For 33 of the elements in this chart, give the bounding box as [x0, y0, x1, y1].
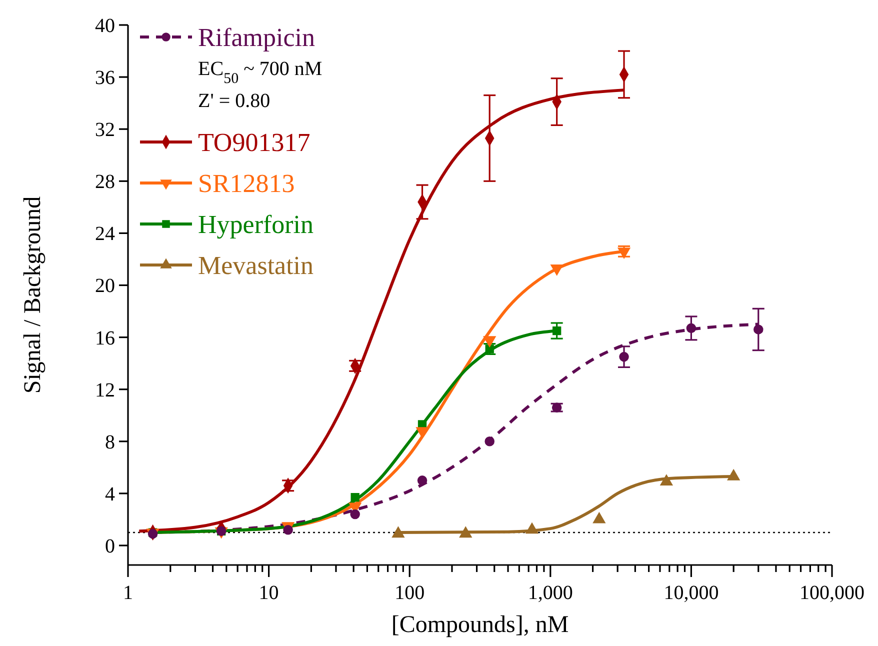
legend-label: Rifampicin: [198, 23, 315, 52]
x-tick-label: 10,000: [664, 582, 719, 604]
y-tick-label: 36: [95, 67, 115, 90]
y-tick-label: 0: [105, 535, 115, 558]
y-tick-label: 40: [95, 15, 115, 37]
y-axis-title: Signal / Background: [20, 196, 46, 394]
y-tick-label: 8: [105, 431, 115, 454]
legend-label: TO901317: [198, 128, 310, 157]
x-tick-label: 100: [394, 582, 425, 604]
legend-label: Hyperforin: [198, 210, 314, 239]
x-tick-label: 100,000: [800, 582, 864, 604]
annotation: Z' = 0.80: [198, 90, 270, 112]
x-tick-label: 10: [258, 582, 279, 604]
point: [686, 323, 696, 334]
point: [417, 476, 428, 486]
y-tick-label: 16: [95, 327, 115, 350]
y-tick-label: 4: [105, 483, 115, 506]
point: [283, 524, 293, 535]
point: [619, 352, 629, 362]
x-tick-label: 1: [123, 582, 133, 604]
y-tick-label: 24: [95, 223, 115, 246]
point: [350, 509, 360, 520]
point: [484, 436, 494, 446]
y-tick-label: 32: [95, 119, 115, 142]
y-tick-label: 12: [95, 379, 115, 402]
x-axis-title: [Compounds], nM: [391, 612, 569, 638]
point: [753, 324, 764, 334]
legend-label: Mevastatin: [198, 251, 314, 280]
annotation: EC$_{50}$ ~ 700 nM: [198, 58, 322, 87]
x-tick-label: 1,000: [528, 582, 573, 604]
y-tick-label: 28: [95, 171, 115, 194]
y-tick-label: 20: [95, 275, 115, 298]
legend-label: SR12813: [198, 169, 295, 198]
